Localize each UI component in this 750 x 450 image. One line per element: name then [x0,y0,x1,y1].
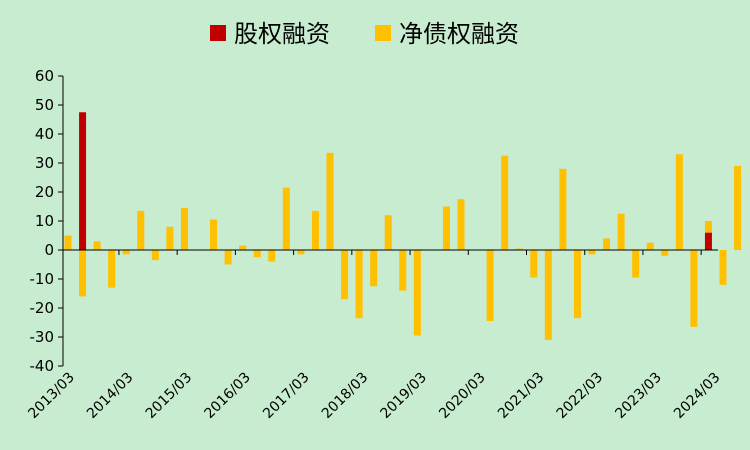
x-tick-label: 2015/03 [143,370,195,422]
bar-debt [530,250,538,278]
legend-swatch-0 [210,25,226,41]
bar-debt [93,241,101,250]
x-tick-label: 2017/03 [260,370,312,422]
bar-debt [166,226,174,250]
bar-debt [675,154,683,250]
x-tick-label: 2013/03 [25,370,77,422]
bar-debt [515,248,523,250]
y-tick-label: 50 [35,96,54,114]
x-tick-label: 2024/03 [671,370,723,422]
bar-debt [588,250,596,255]
y-tick-label: 60 [35,67,54,85]
bar-debt [180,207,188,250]
y-tick-label: 40 [35,125,54,143]
legend-label-1: 净债权融资 [399,20,519,48]
bar-debt [734,165,742,250]
bar-equity [79,112,87,250]
x-tick-label: 2023/03 [612,370,664,422]
bar-debt [719,250,727,285]
bar-debt [544,250,552,340]
y-tick-label: 0 [44,241,54,259]
bar-debt [704,221,712,233]
y-tick-label: -10 [30,270,55,288]
bar-debt [617,213,625,250]
bar-debt [457,199,465,250]
bar-debt [297,250,305,255]
bar-debt [355,250,363,319]
bar-debt [690,250,698,327]
bar-debt [137,210,145,250]
bar-debt [326,152,334,250]
x-tick-label: 2018/03 [319,370,371,422]
bar-debt [559,168,567,250]
bar-debt [486,250,494,322]
bar-debt [384,215,392,250]
x-tick-label: 2022/03 [554,370,606,422]
bar-debt [79,250,87,297]
bar-debt [442,206,450,250]
legend: 股权融资 净债权融资 [210,20,519,48]
y-tick-label: -30 [30,328,55,346]
bar-debt [632,250,640,278]
bar-debt [268,250,276,262]
bar-debt [661,250,669,256]
bar-debt [122,250,130,255]
legend-label-0: 股权融资 [234,20,330,48]
bar-debt [501,155,509,250]
bar-debt [108,250,116,288]
bar-debt [210,219,218,250]
bar-debt [399,250,407,291]
bar-debt [282,187,290,250]
x-tick-label: 2016/03 [201,370,253,422]
y-tick-label: 10 [35,212,54,230]
x-tick-label: 2014/03 [84,370,136,422]
bar-debt [413,250,421,336]
bars [64,112,742,340]
bar-debt [151,250,159,261]
y-tick-label: -20 [30,299,55,317]
y-tick-label: 20 [35,183,54,201]
y-tick-label: -40 [30,357,55,375]
legend-swatch-1 [375,25,391,41]
bar-debt [603,238,611,250]
y-tick-label: 30 [35,154,54,172]
bar-debt [239,245,247,250]
x-tick-label: 2020/03 [436,370,488,422]
bar-debt [311,210,319,250]
bar-debt [646,242,654,250]
bar-debt [64,235,72,250]
bar-debt [253,250,261,258]
bar-debt [573,250,581,319]
bar-debt [370,250,378,287]
x-tick-label: 2021/03 [495,370,547,422]
bar-equity [704,232,712,250]
bar-debt [341,250,349,300]
bar-debt [224,250,232,265]
x-tick-label: 2019/03 [378,370,430,422]
